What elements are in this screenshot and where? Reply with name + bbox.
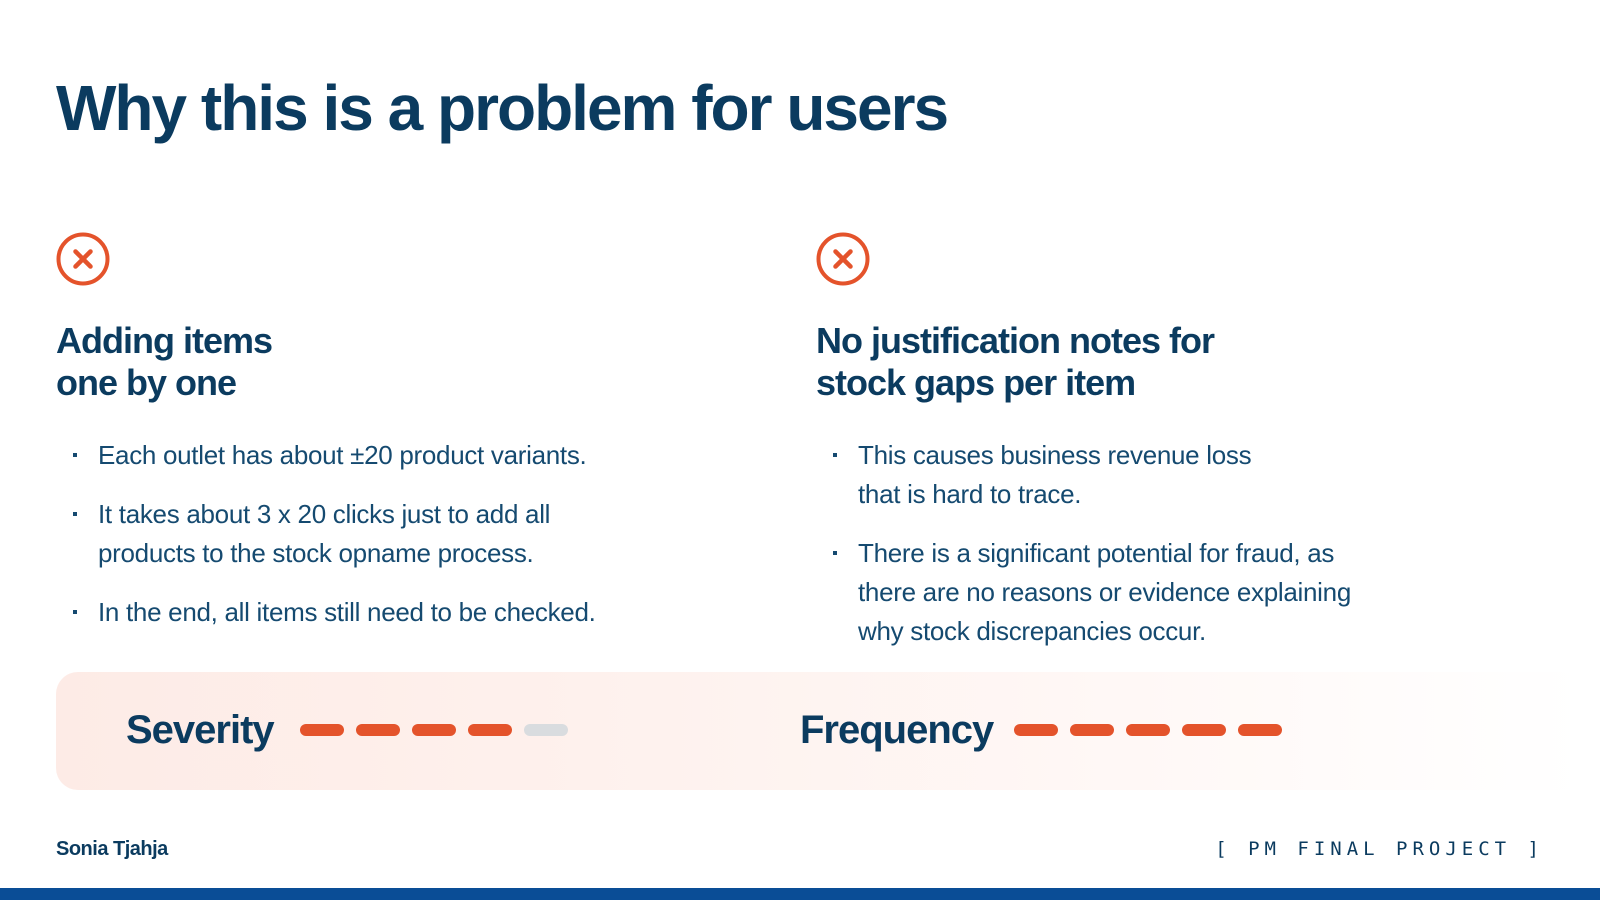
- bullet-item: There is a significant potential for fra…: [816, 534, 1476, 651]
- bullet-text: products to the stock opname process.: [98, 538, 534, 568]
- problem-card-adding-items: Adding items one by one Each outlet has …: [56, 232, 706, 652]
- meter-dash-filled: [1238, 724, 1282, 736]
- bullet-dot: [73, 610, 77, 614]
- bullet-text: why stock discrepancies occur.: [858, 616, 1206, 646]
- problem-card-no-justification: No justification notes for stock gaps pe…: [816, 232, 1476, 671]
- problem-heading: Adding items one by one: [56, 320, 706, 404]
- bullet-text: there are no reasons or evidence explain…: [858, 577, 1351, 607]
- bullet-item: It takes about 3 x 20 clicks just to add…: [56, 495, 706, 573]
- meter-dash-empty: [524, 724, 568, 736]
- severity-label: Severity: [126, 708, 275, 752]
- page-title: Why this is a problem for users: [56, 72, 949, 144]
- meter-dash-filled: [356, 724, 400, 736]
- meter-dash-filled: [412, 724, 456, 736]
- meter-dash-filled: [468, 724, 512, 736]
- close-circle-icon: [816, 232, 870, 286]
- author-name: Sonia Tjahja: [56, 838, 168, 860]
- meter-dash-filled: [1182, 724, 1226, 736]
- bullet-dot: [833, 551, 837, 555]
- bullet-item: This causes business revenue loss that i…: [816, 436, 1476, 514]
- meter-dash-filled: [1014, 724, 1058, 736]
- rating-band: Severity Frequency: [56, 672, 1584, 790]
- frequency-label: Frequency: [800, 708, 994, 752]
- close-circle-icon: [56, 232, 110, 286]
- meter-dash-filled: [300, 724, 344, 736]
- problem-bullet-list: This causes business revenue loss that i…: [816, 436, 1476, 651]
- bullet-dot: [73, 453, 77, 457]
- bullet-text: In the end, all items still need to be c…: [98, 597, 596, 627]
- bullet-dot: [73, 512, 77, 516]
- problem-heading-line: one by one: [56, 362, 237, 403]
- bullet-dot: [833, 453, 837, 457]
- bullet-text: Each outlet has about ±20 product varian…: [98, 440, 587, 470]
- meter-dash-filled: [1070, 724, 1114, 736]
- problem-heading-line: Adding items: [56, 320, 273, 361]
- bullet-text: that is hard to trace.: [858, 479, 1082, 509]
- problem-bullet-list: Each outlet has about ±20 product varian…: [56, 436, 706, 632]
- meter-dash-filled: [1126, 724, 1170, 736]
- bullet-text: There is a significant potential for fra…: [858, 538, 1335, 568]
- problem-heading: No justification notes for stock gaps pe…: [816, 320, 1476, 404]
- problem-heading-line: stock gaps per item: [816, 362, 1136, 403]
- bullet-text: It takes about 3 x 20 clicks just to add…: [98, 499, 551, 529]
- project-tag: [ PM FINAL PROJECT ]: [1215, 838, 1544, 860]
- bullet-item: Each outlet has about ±20 product varian…: [56, 436, 706, 475]
- problem-heading-line: No justification notes for: [816, 320, 1215, 361]
- bullet-item: In the end, all items still need to be c…: [56, 593, 706, 632]
- bullet-text: This causes business revenue loss: [858, 440, 1252, 470]
- bottom-accent-bar: [0, 888, 1600, 900]
